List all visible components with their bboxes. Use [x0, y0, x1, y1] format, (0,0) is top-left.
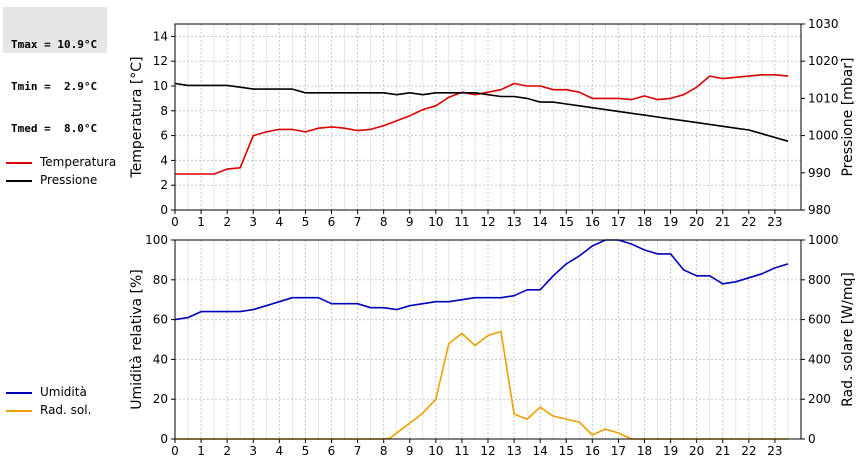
- x-tick-label-top: 22: [741, 215, 756, 229]
- y2-axis-label-top: Pressione [mbar]: [840, 57, 856, 176]
- y-tick-label-top: 0: [160, 203, 168, 217]
- x-tick-label-bottom: 20: [689, 444, 704, 458]
- x-tick-label-top: 7: [354, 215, 362, 229]
- y-tick-label-bottom: 60: [153, 313, 168, 327]
- plot-frame-bottom: [174, 239, 802, 440]
- x-tick-label-top: 19: [663, 215, 678, 229]
- y-tick-label-bottom: 0: [160, 432, 168, 446]
- tmax-text: Tmax = 10.9°C: [11, 38, 98, 51]
- x-tick-label-top: 18: [637, 215, 652, 229]
- legend-label-pressione: Pressione: [40, 173, 98, 187]
- y2-tick-label-bottom: 1000: [808, 233, 839, 247]
- tmin-text: Tmin = 2.9°C: [11, 80, 98, 93]
- legend-swatch-radsol: [6, 410, 32, 412]
- x-tick-label-top: 15: [559, 215, 574, 229]
- y-tick-label-top: 8: [160, 104, 168, 118]
- x-tick-label-top: 17: [611, 215, 626, 229]
- series-line-top-1: [174, 82, 789, 142]
- x-tick-label-bottom: 19: [663, 444, 678, 458]
- plot-frame-top: [174, 23, 802, 211]
- y2-tick-label-top: 980: [808, 203, 831, 217]
- x-tick-label-top: 14: [533, 215, 548, 229]
- x-tick-label-bottom: 16: [585, 444, 600, 458]
- y2-tick-label-bottom: 200: [808, 392, 831, 406]
- x-tick-label-bottom: 4: [276, 444, 284, 458]
- y2-tick-label-top: 990: [808, 166, 831, 180]
- y2-axis-label-bottom: Rad. solare [W/mq]: [840, 272, 856, 407]
- x-tick-label-bottom: 14: [533, 444, 548, 458]
- x-tick-label-bottom: 2: [223, 444, 231, 458]
- y2-tick-label-top: 1020: [808, 54, 839, 68]
- x-tick-label-top: 11: [454, 215, 469, 229]
- x-tick-label-bottom: 17: [611, 444, 626, 458]
- x-tick-label-bottom: 22: [741, 444, 756, 458]
- x-tick-label-bottom: 11: [454, 444, 469, 458]
- y-tick-label-top: 12: [153, 54, 168, 68]
- y2-tick-label-bottom: 600: [808, 313, 831, 327]
- x-tick-label-top: 6: [328, 215, 336, 229]
- tmed-text: Tmed = 8.0°C: [11, 122, 98, 135]
- y-tick-label-top: 2: [160, 178, 168, 192]
- legend-swatch-pressione: [6, 180, 32, 182]
- x-tick-label-top: 5: [302, 215, 310, 229]
- x-tick-label-bottom: 15: [559, 444, 574, 458]
- y2-tick-label-bottom: 800: [808, 273, 831, 287]
- legend-swatch-umidita: [6, 392, 32, 394]
- x-tick-label-top: 16: [585, 215, 600, 229]
- y2-tick-label-top: 1000: [808, 129, 839, 143]
- legend-swatch-temperatura: [6, 162, 32, 164]
- legend-label-radsol: Rad. sol.: [40, 403, 92, 417]
- x-tick-label-top: 9: [406, 215, 414, 229]
- x-tick-label-bottom: 10: [428, 444, 443, 458]
- y2-tick-label-bottom: 0: [808, 432, 816, 446]
- x-tick-label-bottom: 8: [380, 444, 388, 458]
- x-tick-label-top: 21: [715, 215, 730, 229]
- x-tick-label-bottom: 3: [249, 444, 257, 458]
- stats-box: Tmax = 10.9°C Tmin = 2.9°C Tmed = 8.0°C: [3, 7, 107, 135]
- x-tick-label-top: 12: [480, 215, 495, 229]
- y-tick-label-bottom: 20: [153, 392, 168, 406]
- x-tick-label-top: 0: [171, 215, 179, 229]
- y-tick-label-top: 6: [160, 129, 168, 143]
- x-tick-label-bottom: 7: [354, 444, 362, 458]
- x-tick-label-bottom: 6: [328, 444, 336, 458]
- x-tick-label-top: 10: [428, 215, 443, 229]
- x-tick-label-top: 8: [380, 215, 388, 229]
- x-tick-label-top: 23: [767, 215, 782, 229]
- x-tick-label-bottom: 21: [715, 444, 730, 458]
- series-line-top-0: [175, 74, 789, 175]
- x-tick-label-bottom: 23: [767, 444, 782, 458]
- y-axis-label-top: Temperatura [°C]: [129, 56, 145, 178]
- series-line-bottom-0: [174, 239, 789, 321]
- x-tick-label-bottom: 13: [506, 444, 521, 458]
- y2-tick-label-bottom: 400: [808, 352, 831, 366]
- y-tick-label-top: 4: [160, 153, 168, 167]
- x-tick-label-bottom: 12: [480, 444, 495, 458]
- x-tick-label-top: 2: [223, 215, 231, 229]
- x-tick-label-top: 13: [506, 215, 521, 229]
- y2-tick-label-top: 1030: [808, 17, 839, 31]
- x-tick-label-top: 3: [249, 215, 257, 229]
- y-tick-label-top: 14: [153, 29, 168, 43]
- x-tick-label-top: 20: [689, 215, 704, 229]
- y2-tick-label-top: 1010: [808, 91, 839, 105]
- legend-label-umidita: Umidità: [40, 385, 87, 399]
- legend-label-temperatura: Temperatura: [40, 155, 117, 169]
- x-tick-label-bottom: 9: [406, 444, 414, 458]
- x-tick-label-top: 1: [197, 215, 205, 229]
- y-tick-label-bottom: 80: [153, 273, 168, 287]
- y-axis-label-bottom: Umidità relativa [%]: [129, 269, 145, 410]
- x-tick-label-bottom: 1: [197, 444, 205, 458]
- x-tick-label-top: 4: [276, 215, 284, 229]
- x-tick-label-bottom: 18: [637, 444, 652, 458]
- x-tick-label-bottom: 5: [302, 444, 310, 458]
- y-tick-label-bottom: 100: [145, 233, 168, 247]
- y-tick-label-top: 10: [153, 79, 168, 93]
- y-tick-label-bottom: 40: [153, 352, 168, 366]
- x-tick-label-bottom: 0: [171, 444, 179, 458]
